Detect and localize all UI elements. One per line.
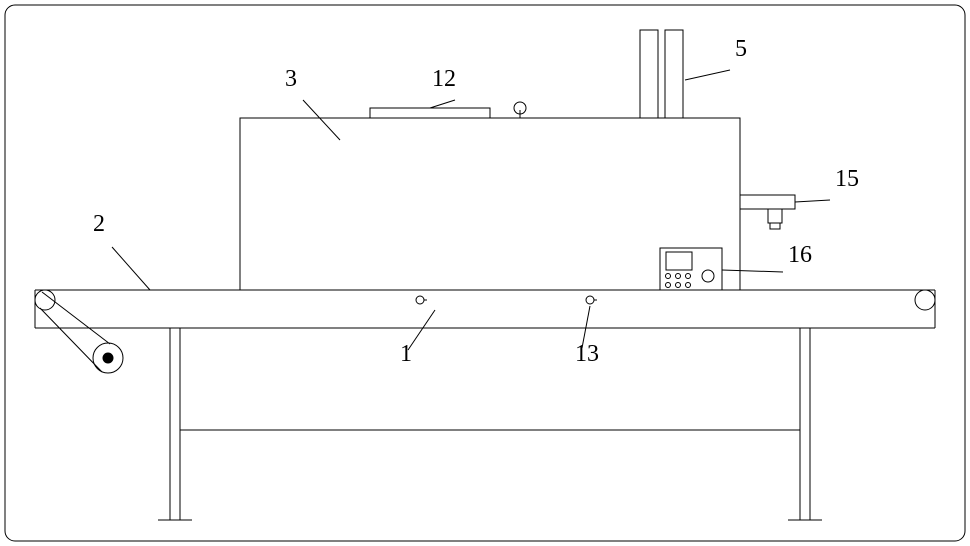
leader-12	[430, 100, 455, 108]
panel-button-1	[676, 274, 681, 279]
right-roller	[915, 290, 935, 310]
label-16: 16	[788, 242, 812, 269]
label-2: 2	[93, 211, 105, 238]
panel-knob	[702, 270, 714, 282]
belt-bottom	[40, 308, 102, 372]
side-fixture-drop	[768, 209, 782, 223]
drive-wheel-inner	[103, 353, 113, 363]
leader-2	[112, 247, 150, 290]
leg-right	[800, 328, 810, 520]
label-15: 15	[835, 166, 859, 193]
panel-screen	[666, 252, 692, 270]
leader-16	[722, 270, 783, 272]
leg-left	[170, 328, 180, 520]
box-lid	[370, 108, 490, 118]
label-13: 13	[575, 341, 599, 368]
control-panel	[660, 248, 722, 290]
panel-button-5	[686, 283, 691, 288]
bolt-1	[586, 296, 594, 304]
diagram-svg	[0, 0, 970, 546]
leader-15	[795, 200, 830, 202]
panel-button-3	[666, 283, 671, 288]
leader-1	[408, 310, 435, 350]
outer-frame	[5, 5, 965, 541]
label-5: 5	[735, 36, 747, 63]
panel-button-0	[666, 274, 671, 279]
leader-3	[303, 100, 340, 140]
tube-2	[665, 30, 683, 118]
side-fixture-tip	[770, 223, 780, 229]
panel-button-2	[686, 274, 691, 279]
bolt-0	[416, 296, 424, 304]
label-12: 12	[432, 66, 456, 93]
label-1: 1	[400, 341, 412, 368]
side-fixture-bar	[740, 195, 795, 209]
belt-top	[42, 292, 110, 344]
label-3: 3	[285, 66, 297, 93]
main-box	[240, 118, 740, 290]
leader-5	[685, 70, 730, 80]
tube-1	[640, 30, 658, 118]
panel-button-4	[676, 283, 681, 288]
